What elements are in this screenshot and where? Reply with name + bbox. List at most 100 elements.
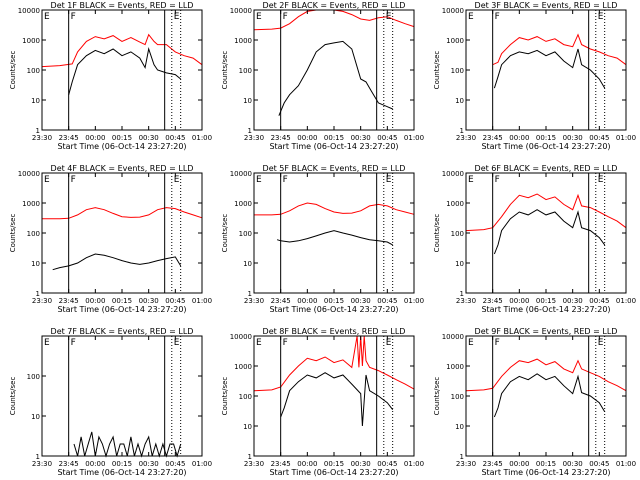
events-rate-series (493, 48, 606, 89)
y-tick-label: 10 (31, 97, 40, 105)
period-marker-label: E (44, 12, 50, 22)
panel-title: Det 5F BLACK = Events, RED = LLD (263, 164, 406, 173)
period-marker-label: E (468, 338, 474, 348)
y-axis-label: Counts/sec (221, 214, 229, 253)
x-axis-label: Start Time (06-Oct-14 23:27:20) (481, 468, 610, 477)
y-tick-label: 10000 (18, 7, 40, 15)
period-marker-label: E (44, 338, 50, 348)
y-tick-label: 100 (239, 230, 252, 238)
x-tick-label: 00:15 (536, 134, 556, 142)
x-axis-label: Start Time (06-Oct-14 23:27:20) (269, 142, 398, 151)
x-axis-label: Start Time (06-Oct-14 23:27:20) (481, 142, 610, 151)
period-marker-label: E (256, 12, 262, 22)
x-tick-label: 00:00 (85, 297, 105, 305)
period-marker-label: E (598, 12, 604, 22)
x-tick-label: 00:45 (377, 460, 397, 468)
y-axis-label: Counts/sec (221, 51, 229, 90)
events-rate-series (276, 230, 393, 246)
y-tick-label: 10000 (230, 7, 252, 15)
y-tick-label: 10 (455, 260, 464, 268)
y-tick-label: 10 (243, 260, 252, 268)
plot-frame (41, 9, 203, 131)
y-tick-label: 1000 (446, 37, 464, 45)
period-marker-label: E (174, 12, 180, 22)
y-tick-label: 1000 (446, 363, 464, 371)
x-tick-label: 01:00 (404, 134, 424, 142)
x-tick-label: 23:30 (244, 134, 264, 142)
y-tick-label: 10000 (18, 170, 40, 178)
plot-frame (465, 172, 627, 294)
x-tick-label: 00:45 (165, 460, 185, 468)
x-axis-label: Start Time (06-Oct-14 23:27:20) (481, 305, 610, 314)
x-tick-label: 00:45 (165, 134, 185, 142)
y-tick-label: 1000 (234, 363, 252, 371)
x-tick-label: 00:00 (297, 297, 317, 305)
x-tick-label: 23:45 (271, 134, 291, 142)
lld-rate-series (42, 207, 203, 220)
x-tick-label: 00:30 (139, 134, 159, 142)
y-tick-label: 10 (31, 260, 40, 268)
panel-title: Det 2F BLACK = Events, RED = LLD (263, 1, 406, 10)
y-axis-label: Counts/sec (9, 51, 17, 90)
lld-rate-series (41, 33, 203, 68)
x-tick-label: 01:00 (192, 460, 212, 468)
x-tick-label: 23:30 (244, 460, 264, 468)
lld-rate-series (492, 33, 627, 66)
plot-frame (41, 172, 203, 294)
y-axis-label: Counts/sec (433, 377, 441, 416)
x-tick-label: 01:00 (616, 134, 636, 142)
x-tick-label: 23:45 (483, 460, 503, 468)
y-tick-label: 10000 (442, 333, 464, 341)
events-rate-series (493, 373, 606, 418)
x-tick-label: 00:30 (351, 460, 371, 468)
x-tick-label: 00:30 (139, 460, 159, 468)
period-marker-label: F (283, 12, 288, 22)
y-tick-label: 1 (36, 127, 40, 135)
y-tick-label: 100 (27, 373, 40, 381)
y-axis-label: Counts/sec (433, 214, 441, 253)
x-tick-label: 00:00 (297, 460, 317, 468)
x-tick-label: 00:15 (112, 134, 132, 142)
panel-title: Det 1F BLACK = Events, RED = LLD (51, 1, 194, 10)
period-marker-label: E (468, 12, 474, 22)
y-tick-label: 1 (36, 453, 40, 461)
y-tick-label: 1 (248, 127, 252, 135)
x-tick-label: 00:30 (351, 134, 371, 142)
x-tick-label: 00:15 (112, 297, 132, 305)
y-tick-label: 10 (243, 423, 252, 431)
panel-title: Det 6F BLACK = Events, RED = LLD (475, 164, 618, 173)
x-axis-label: Start Time (06-Oct-14 23:27:20) (269, 468, 398, 477)
x-tick-label: 23:45 (59, 134, 79, 142)
y-axis-label: Counts/sec (433, 51, 441, 90)
y-tick-label: 1 (36, 290, 40, 298)
x-tick-label: 01:00 (616, 460, 636, 468)
plot-frame (253, 335, 415, 457)
y-tick-label: 10000 (442, 7, 464, 15)
x-tick-label: 01:00 (404, 297, 424, 305)
x-tick-label: 01:00 (404, 460, 424, 468)
events-rate-series (52, 253, 182, 271)
lld-rate-series (254, 202, 415, 216)
y-tick-label: 100 (27, 67, 40, 75)
period-marker-label: F (495, 175, 500, 185)
y-tick-label: 1 (460, 127, 464, 135)
x-tick-label: 00:45 (377, 297, 397, 305)
period-marker-label: E (468, 175, 474, 185)
period-marker-label: E (174, 175, 180, 185)
period-marker-label: F (495, 338, 500, 348)
period-marker-label: F (71, 175, 76, 185)
period-marker-label: F (71, 12, 76, 22)
panel-title: Det 4F BLACK = Events, RED = LLD (51, 164, 194, 173)
x-tick-label: 00:00 (509, 297, 529, 305)
x-tick-label: 01:00 (192, 134, 212, 142)
lld-rate-series (253, 9, 415, 31)
x-tick-label: 00:15 (536, 297, 556, 305)
y-tick-label: 1 (460, 453, 464, 461)
x-tick-label: 00:30 (351, 297, 371, 305)
